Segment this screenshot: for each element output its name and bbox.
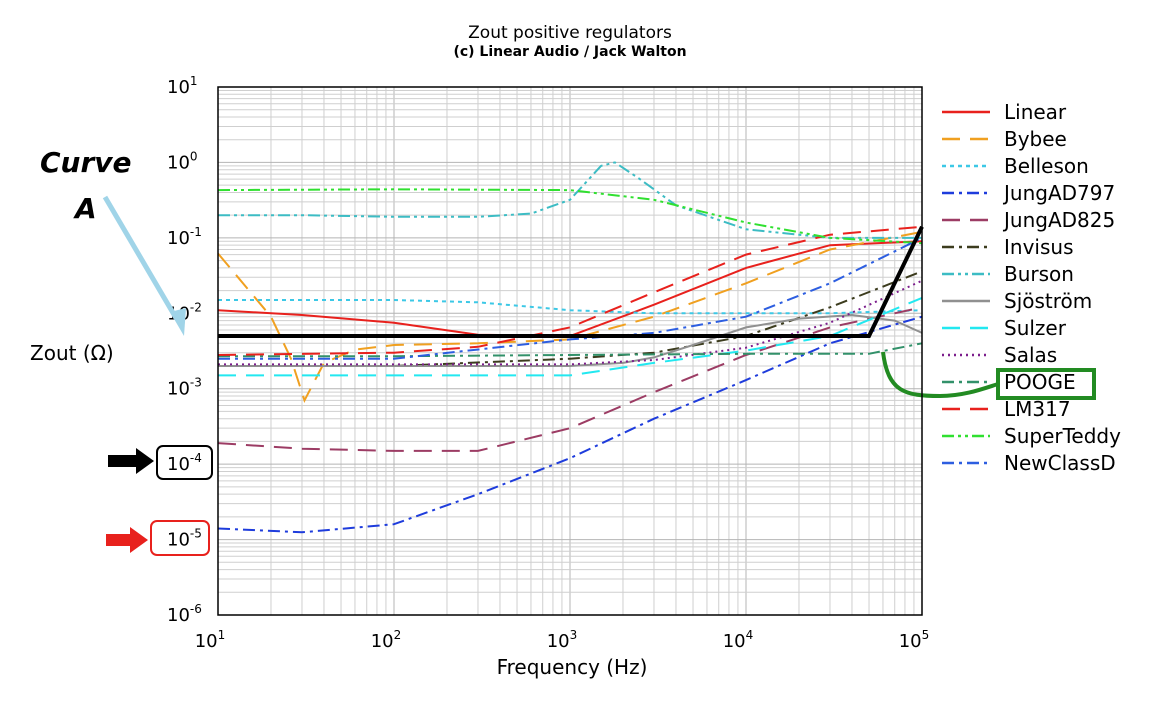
series-line-sjöström [218, 313, 923, 367]
legend-label: NewClassD [1004, 451, 1116, 475]
x-axis-label: Frequency (Hz) [497, 655, 648, 679]
y-tick-label: 10-6 [167, 602, 202, 626]
black-arrow [108, 448, 154, 474]
y-tick-label: 10-5 [167, 527, 202, 551]
legend-label: Salas [1004, 343, 1057, 367]
y-tick-label: 10-4 [167, 451, 202, 475]
highlight-box-1e-5 [150, 520, 210, 556]
legend: Linear Bybee Belleson JungAD797 JungAD825 Inv… [942, 100, 1121, 475]
red-arrow [106, 527, 148, 553]
plot-frame [217, 86, 923, 616]
series-line-burson [218, 161, 922, 239]
y-tick-label: 10-3 [167, 376, 202, 400]
legend-label: Bybee [1004, 127, 1067, 151]
legend-label: Burson [1004, 262, 1074, 286]
legend-label: Belleson [1004, 154, 1089, 178]
axis-ticks: 10110210310410510110010-110-210-310-410-… [167, 74, 929, 652]
curve-a-pointer-head [170, 308, 186, 336]
legend-label: JungAD797 [1002, 181, 1115, 205]
series-line-salas [218, 279, 923, 366]
legend-label: Invisus [1004, 235, 1073, 259]
y-axis-label: Zout (Ω) [30, 341, 114, 365]
legend-label: POOGE [1004, 370, 1076, 394]
curve-a-line [218, 225, 924, 338]
x-tick-label: 105 [899, 628, 930, 652]
highlight-box-1e-4 [156, 445, 213, 480]
series-line-newclassd [218, 237, 923, 360]
legend-label: LM317 [1004, 397, 1071, 421]
series-line-lm317 [217, 225, 923, 356]
series-line-pooge [218, 342, 923, 358]
chart-subtitle: (c) Linear Audio / Jack Walton [453, 44, 686, 60]
pooge-pointer-line [881, 351, 999, 399]
curve-a-label-line1: Curve [40, 146, 132, 179]
x-tick-label: 103 [547, 628, 578, 652]
series-line-belleson [218, 299, 923, 315]
chart-title: Zout positive regulators [468, 23, 672, 43]
legend-label: Linear [1004, 100, 1067, 124]
x-tick-label: 102 [371, 628, 402, 652]
y-tick-label: 101 [167, 74, 198, 98]
series-line-superteddy [217, 188, 923, 245]
x-tick-label: 104 [723, 628, 754, 652]
plot-grid [218, 87, 922, 615]
legend-label: JungAD825 [1002, 208, 1115, 232]
legend-label: Sulzer [1004, 316, 1067, 340]
annotations [102, 195, 1096, 556]
legend-label: Sjöström [1004, 289, 1092, 313]
x-tick-label: 101 [195, 628, 226, 652]
curve-a-pointer-arrow [102, 195, 179, 320]
series-line-sulzer [218, 296, 923, 377]
legend-label: SuperTeddy [1004, 424, 1121, 448]
series-line-bybee [217, 230, 923, 403]
y-tick-label: 10-1 [167, 225, 202, 249]
curve-a-label-line2: A [73, 192, 97, 225]
series-line-jungad797 [217, 315, 923, 534]
y-tick-label: 100 [167, 149, 198, 173]
